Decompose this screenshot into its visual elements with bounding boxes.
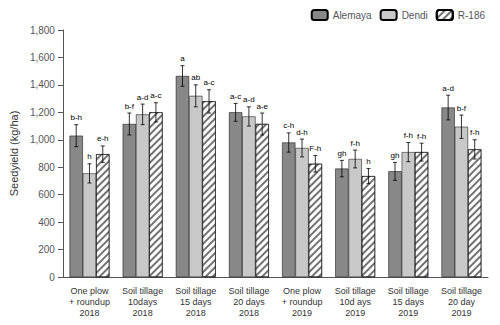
svg-text:ab: ab <box>191 73 200 82</box>
svg-text:200: 200 <box>38 244 55 255</box>
svg-text:a-d: a-d <box>243 95 255 104</box>
svg-text:c-h: c-h <box>283 121 294 130</box>
svg-text:+ roundup: + roundup <box>282 297 323 307</box>
svg-text:f-h: f-h <box>350 139 359 148</box>
svg-text:a-c: a-c <box>230 92 241 101</box>
svg-text:h: h <box>87 152 91 161</box>
svg-text:10days: 10days <box>128 297 158 307</box>
svg-text:R-186: R-186 <box>458 10 486 21</box>
svg-text:a-d: a-d <box>137 93 149 102</box>
svg-text:2018: 2018 <box>239 308 259 318</box>
svg-text:Soil tillage: Soil tillage <box>122 286 163 296</box>
svg-text:Soil tillage: Soil tillage <box>388 286 429 296</box>
svg-text:f-h: f-h <box>470 128 479 137</box>
svg-text:2019: 2019 <box>292 308 312 318</box>
svg-text:2018: 2018 <box>79 308 99 318</box>
svg-text:2018: 2018 <box>133 308 153 318</box>
svg-text:a-c: a-c <box>150 91 161 100</box>
svg-text:Soil tillage: Soil tillage <box>441 286 482 296</box>
svg-text:2019: 2019 <box>345 308 365 318</box>
svg-text:gh: gh <box>391 151 400 160</box>
svg-text:e-h: e-h <box>97 134 109 143</box>
svg-text:600: 600 <box>38 189 55 200</box>
svg-text:20 day: 20 day <box>448 297 476 307</box>
svg-text:F-h: F-h <box>309 144 321 153</box>
svg-text:400: 400 <box>38 217 55 228</box>
svg-text:f-h: f-h <box>404 131 413 140</box>
svg-text:1,400: 1,400 <box>30 79 55 90</box>
svg-text:Seedyield (kg/ha): Seedyield (kg/ha) <box>8 111 20 197</box>
svg-text:b-f: b-f <box>457 104 467 113</box>
svg-text:2019: 2019 <box>398 308 418 318</box>
svg-text:Soil tillage: Soil tillage <box>175 286 216 296</box>
svg-text:Dendi: Dendi <box>402 10 428 21</box>
svg-text:f-h: f-h <box>417 132 426 141</box>
svg-text:a-d: a-d <box>442 84 454 93</box>
svg-text:One plow: One plow <box>70 286 109 296</box>
svg-text:One plow: One plow <box>283 286 322 296</box>
svg-text:d-h: d-h <box>296 128 308 137</box>
svg-text:1,600: 1,600 <box>30 52 55 63</box>
svg-text:Soil tillage: Soil tillage <box>335 286 376 296</box>
svg-text:a-e: a-e <box>256 102 268 111</box>
svg-text:800: 800 <box>38 162 55 173</box>
svg-text:a-c: a-c <box>203 78 214 87</box>
svg-text:0: 0 <box>49 272 55 283</box>
svg-text:10d ays: 10d ays <box>339 297 371 307</box>
svg-text:2018: 2018 <box>186 308 206 318</box>
svg-text:1,200: 1,200 <box>30 107 55 118</box>
svg-text:1,800: 1,800 <box>30 25 55 36</box>
svg-text:h: h <box>366 157 370 166</box>
svg-text:Alemaya: Alemaya <box>333 10 372 21</box>
svg-text:2019: 2019 <box>451 308 471 318</box>
svg-text:b-h: b-h <box>70 113 82 122</box>
svg-text:15 days: 15 days <box>393 297 425 307</box>
svg-text:20 days: 20 days <box>233 297 265 307</box>
svg-text:1,000: 1,000 <box>30 134 55 145</box>
svg-text:b-f: b-f <box>125 102 135 111</box>
svg-text:15 days: 15 days <box>180 297 212 307</box>
svg-text:Soil tillage: Soil tillage <box>228 286 269 296</box>
svg-text:gh: gh <box>337 149 346 158</box>
svg-text:a: a <box>180 54 185 63</box>
svg-text:+ roundup: + roundup <box>69 297 110 307</box>
